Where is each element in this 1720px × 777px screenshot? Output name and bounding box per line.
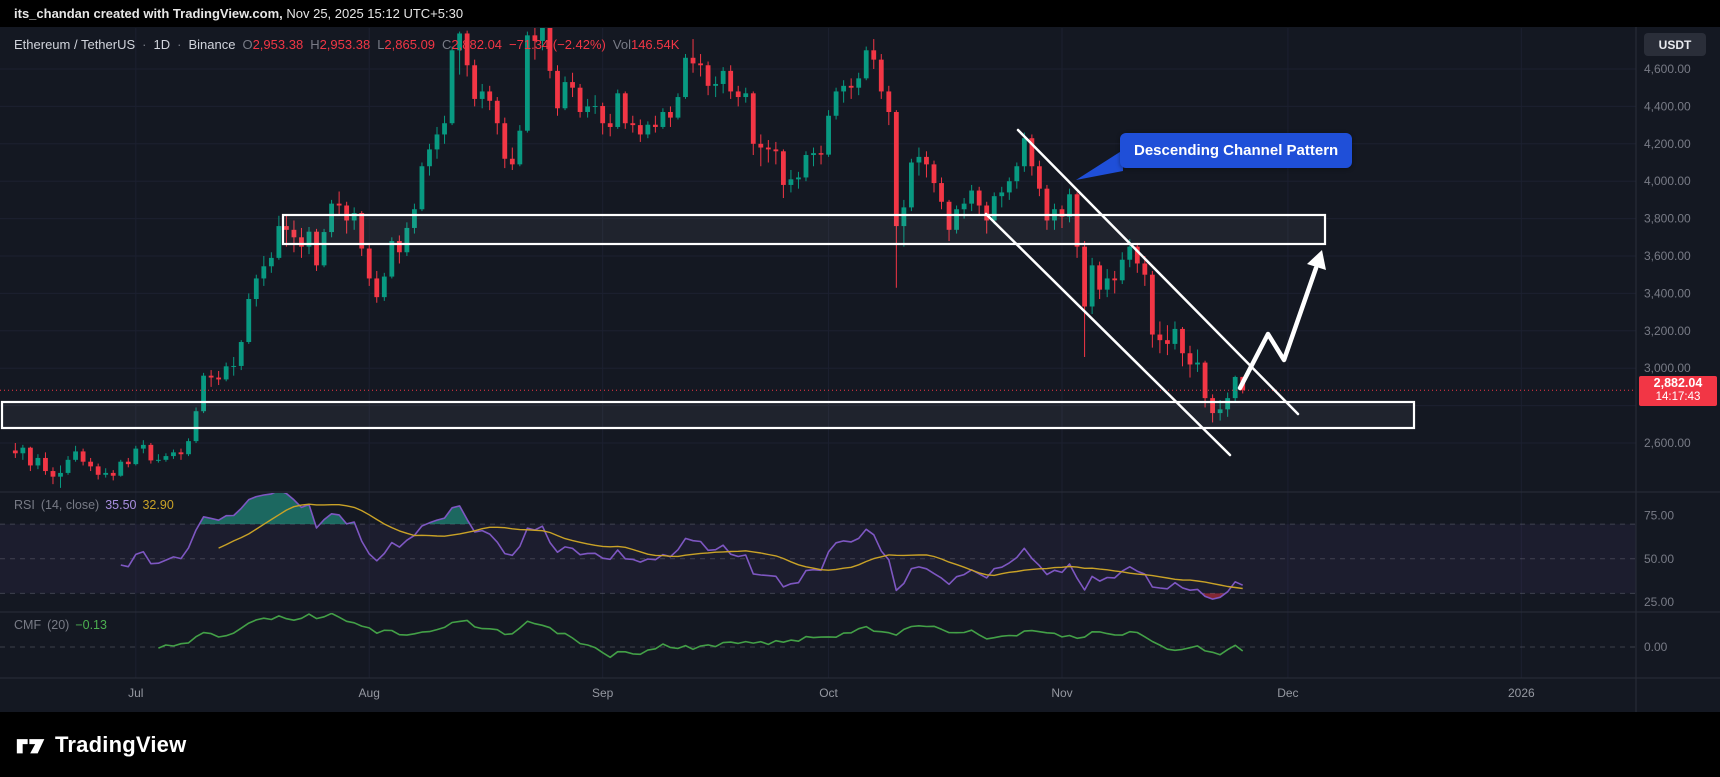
symbol-name[interactable]: Ethereum / TetherUS bbox=[14, 37, 136, 52]
tradingview-logo[interactable]: TradingView bbox=[16, 732, 186, 758]
low-label: L bbox=[377, 37, 385, 52]
svg-text:Jul: Jul bbox=[128, 686, 143, 700]
low-value: 2,865.09 bbox=[384, 37, 436, 52]
svg-text:4,000.00: 4,000.00 bbox=[1644, 174, 1691, 188]
cmf-pane bbox=[0, 613, 1636, 659]
svg-text:2026: 2026 bbox=[1508, 686, 1535, 700]
channel-trendline bbox=[1016, 128, 1300, 416]
close-label: C bbox=[442, 37, 452, 52]
open-value: 2,953.38 bbox=[252, 37, 304, 52]
tradingview-logo-icon bbox=[16, 738, 45, 753]
attribution-date: Nov 25, 2025 15:12 UTC+5:30 bbox=[282, 6, 464, 21]
svg-text:4,200.00: 4,200.00 bbox=[1644, 137, 1691, 151]
symbol-legend[interactable]: Ethereum / TetherUS · 1D · Binance O2,95… bbox=[14, 37, 679, 52]
svg-text:Nov: Nov bbox=[1051, 686, 1072, 700]
close-value: 2,882.04 bbox=[451, 37, 503, 52]
footer-bar: TradingView bbox=[0, 712, 1720, 777]
legend-separator: · bbox=[177, 37, 182, 52]
attribution-bar: its_chandan created with TradingView.com… bbox=[0, 0, 1720, 27]
descending-channel-callout[interactable]: Descending Channel Pattern bbox=[1120, 133, 1353, 168]
channel-trendline bbox=[984, 212, 1232, 457]
last-price-value: 2,882.04 bbox=[1653, 376, 1703, 390]
svg-text:3,600.00: 3,600.00 bbox=[1644, 249, 1691, 263]
support-resistance-box bbox=[0, 400, 1416, 430]
change-value: −71.34 (−2.42%) bbox=[509, 37, 606, 52]
exchange-label: Binance bbox=[188, 37, 236, 52]
rsi-pane bbox=[0, 493, 1636, 600]
pane-separators bbox=[0, 27, 1720, 712]
svg-text:3,800.00: 3,800.00 bbox=[1644, 212, 1691, 226]
interval-label[interactable]: 1D bbox=[153, 37, 171, 52]
cmf-params: (20) bbox=[47, 618, 70, 632]
rsi-title[interactable]: RSI bbox=[14, 498, 35, 512]
support-resistance-box bbox=[281, 213, 1327, 246]
high-label: H bbox=[310, 37, 320, 52]
rsi-value: 35.50 bbox=[105, 498, 137, 512]
svg-text:3,400.00: 3,400.00 bbox=[1644, 286, 1691, 300]
last-price-axis-label: 2,882.04 14:17:43 bbox=[1639, 376, 1717, 406]
bar-countdown: 14:17:43 bbox=[1655, 391, 1701, 403]
legend-separator: · bbox=[142, 37, 147, 52]
svg-text:4,600.00: 4,600.00 bbox=[1644, 62, 1691, 76]
up-arrow-head bbox=[1307, 250, 1326, 270]
chart-grid bbox=[0, 28, 1636, 678]
currency-toggle-button[interactable]: USDT bbox=[1644, 33, 1706, 56]
svg-text:Oct: Oct bbox=[819, 686, 838, 700]
rsi-params: (14, close) bbox=[40, 498, 100, 512]
candlestick-series bbox=[12, 28, 1246, 488]
up-arrow-drawing bbox=[1237, 265, 1319, 391]
cmf-axis-labels: 0.00 bbox=[1644, 640, 1668, 654]
svg-text:25.00: 25.00 bbox=[1644, 595, 1674, 609]
svg-text:75.00: 75.00 bbox=[1644, 509, 1674, 523]
svg-text:3,000.00: 3,000.00 bbox=[1644, 361, 1691, 375]
rsi-axis-labels: 75.00 50.00 25.00 bbox=[1644, 509, 1674, 610]
attribution-user: its_chandan created with TradingView.com… bbox=[14, 6, 283, 21]
rsi-indicator-legend[interactable]: RSI (14, close) 35.50 32.90 bbox=[14, 498, 174, 512]
svg-text:2,600.00: 2,600.00 bbox=[1644, 436, 1691, 450]
drawing-annotations[interactable] bbox=[0, 128, 1416, 457]
rsi-ma-value: 32.90 bbox=[142, 498, 174, 512]
time-axis-labels[interactable]: Jul Aug Sep Oct Nov Dec 2026 bbox=[128, 686, 1535, 700]
svg-text:Aug: Aug bbox=[359, 686, 380, 700]
svg-text:3,200.00: 3,200.00 bbox=[1644, 324, 1691, 338]
volume-label: Vol bbox=[612, 37, 631, 52]
cmf-indicator-legend[interactable]: CMF (20) −0.13 bbox=[14, 618, 107, 632]
svg-text:0.00: 0.00 bbox=[1644, 640, 1668, 654]
high-value: 2,953.38 bbox=[319, 37, 371, 52]
tradingview-logo-text: TradingView bbox=[55, 731, 187, 757]
svg-text:Sep: Sep bbox=[592, 686, 614, 700]
svg-text:4,400.00: 4,400.00 bbox=[1644, 99, 1691, 113]
open-label: O bbox=[242, 37, 253, 52]
svg-text:50.00: 50.00 bbox=[1644, 552, 1674, 566]
price-axis-labels[interactable]: 4,600.00 4,400.00 4,200.00 4,000.00 3,800.00… bbox=[1644, 62, 1691, 450]
svg-text:Dec: Dec bbox=[1277, 686, 1298, 700]
cmf-value: −0.13 bbox=[75, 618, 107, 632]
volume-value: 146.54K bbox=[630, 37, 680, 52]
callout-tail bbox=[1076, 150, 1123, 180]
cmf-title[interactable]: CMF bbox=[14, 618, 42, 632]
